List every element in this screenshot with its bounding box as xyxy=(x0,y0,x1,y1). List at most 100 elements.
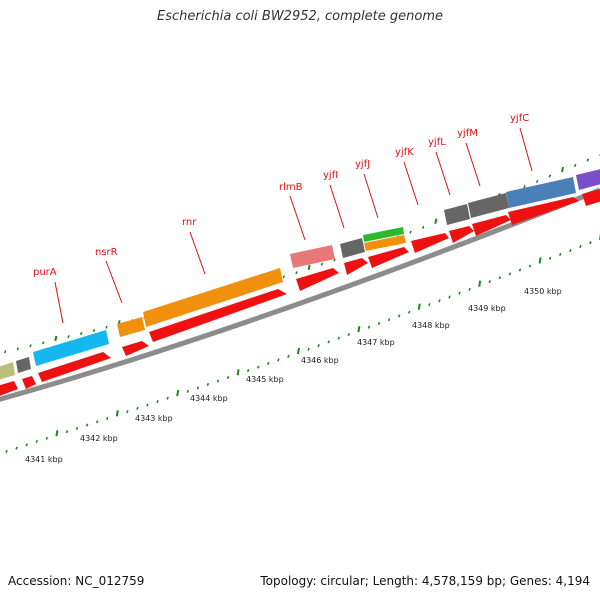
ruler-tick xyxy=(327,340,330,344)
gene-label[interactable]: yjfM xyxy=(457,128,478,139)
ruler-tick xyxy=(397,314,401,318)
ruler-tick xyxy=(428,303,431,307)
ruler-tick xyxy=(287,354,290,358)
gene-label[interactable]: purA xyxy=(33,267,57,278)
gene-label[interactable]: yjfJ xyxy=(355,159,370,170)
ruler-tick xyxy=(518,268,522,272)
cds-arrow-yjfK[interactable] xyxy=(411,233,449,253)
feature-box-gray[interactable] xyxy=(16,357,31,373)
gene-leader-line xyxy=(289,195,306,241)
gene-label[interactable]: rlmB xyxy=(279,182,303,193)
cds-arrow-1[interactable] xyxy=(0,381,18,398)
feature-box-nsrR[interactable] xyxy=(117,317,145,337)
feature-box-yjfI[interactable] xyxy=(340,238,365,258)
ruler-tick xyxy=(387,318,391,322)
kbp-labels: 4341 kbp 4342 kbp 4343 kbp 4344 kbp 4345 kbp… xyxy=(25,287,562,464)
cds-arrow-yjfI[interactable] xyxy=(344,258,368,275)
ruler-tick xyxy=(246,368,250,373)
feature-box-violet[interactable] xyxy=(576,168,600,190)
outer-tick xyxy=(92,328,96,332)
ruler-tick xyxy=(55,430,59,437)
gene-label[interactable]: yjfK xyxy=(395,147,414,158)
map-title: Escherichia coli BW2952, complete genome xyxy=(157,9,443,24)
cds-arrow-2[interactable] xyxy=(22,376,36,389)
gene-leader-line xyxy=(519,127,533,172)
ruler-tick xyxy=(126,410,129,414)
ruler-tick xyxy=(508,272,512,276)
cds-arrow-end[interactable] xyxy=(582,188,600,206)
gene-label[interactable]: rnr xyxy=(182,217,197,228)
feature-box-purA[interactable] xyxy=(33,330,109,366)
outer-tick xyxy=(105,325,108,329)
ruler-tick xyxy=(115,410,119,417)
outer-tick xyxy=(282,275,286,279)
cds-arrow-yjfL[interactable] xyxy=(449,226,474,243)
ruler-tick xyxy=(176,389,180,397)
feature-box-yjfJ-green[interactable] xyxy=(363,227,404,242)
outer-tick xyxy=(41,341,45,345)
ruler-tick xyxy=(206,382,210,387)
ruler-tick xyxy=(65,430,69,434)
ruler-tick xyxy=(468,287,471,291)
ruler-tick xyxy=(498,276,502,280)
cds-track xyxy=(0,188,600,398)
outer-tick xyxy=(561,166,564,173)
outer-tick xyxy=(573,163,577,167)
accession-text: Accession: NC_012759 xyxy=(8,574,145,588)
ruler-tick xyxy=(538,257,542,264)
ruler-tick xyxy=(25,443,28,447)
ruler-tick xyxy=(317,343,320,348)
gene-label[interactable]: nsrR xyxy=(95,247,118,258)
outer-tick xyxy=(79,331,83,336)
ruler-tick xyxy=(216,379,220,383)
ruler-tick xyxy=(307,347,310,351)
outer-tick xyxy=(295,271,298,275)
gene-labels: purA nsrR rnr rlmB yjfI yjfJ yjfK yjfL yjfM yjfC xyxy=(33,113,529,278)
kbp-label: 4348 kbp xyxy=(412,321,450,330)
feature-box-yjfL[interactable] xyxy=(444,204,470,225)
ruler-tick xyxy=(236,369,240,376)
gene-leader-line xyxy=(329,184,345,229)
gene-leader-line xyxy=(189,231,206,275)
kbp-label: 4344 kbp xyxy=(190,394,228,403)
ruler-tick xyxy=(367,325,371,329)
cds-arrow-rlmB[interactable] xyxy=(296,268,339,291)
ruler-tick xyxy=(569,248,572,253)
kbp-label: 4346 kbp xyxy=(301,356,339,365)
kbp-label: 4345 kbp xyxy=(246,375,284,384)
ruler-tick xyxy=(377,321,381,325)
kbp-label: 4350 kbp xyxy=(524,287,562,296)
ruler-tick xyxy=(45,436,49,440)
kbp-ruler xyxy=(5,233,600,454)
outer-tick xyxy=(67,335,70,339)
cds-arrow-yjfC[interactable] xyxy=(508,197,579,225)
ruler-tick xyxy=(579,245,582,249)
feature-box-yjfM[interactable] xyxy=(468,193,509,218)
outer-tick xyxy=(29,344,32,348)
feature-box-rnr[interactable] xyxy=(143,268,283,327)
cds-arrow-yjfM[interactable] xyxy=(472,215,511,236)
feature-box-yjfC[interactable] xyxy=(506,177,576,208)
ruler-tick xyxy=(85,423,89,427)
ruler-tick xyxy=(146,403,149,407)
gene-label[interactable]: yjfC xyxy=(510,113,529,124)
ruler-tick xyxy=(136,406,139,410)
gene-label[interactable]: yjfI xyxy=(323,170,338,181)
cds-arrow-nsrR[interactable] xyxy=(122,341,149,356)
ruler-tick xyxy=(357,325,361,333)
ruler-tick xyxy=(15,446,18,450)
ruler-tick xyxy=(417,303,421,310)
ruler-tick xyxy=(35,440,39,444)
ruler-tick xyxy=(186,389,190,393)
feature-box-yjfJ-orange[interactable] xyxy=(364,235,406,251)
gene-leader-line xyxy=(105,260,123,304)
gene-label[interactable]: yjfL xyxy=(428,137,446,148)
cds-arrow-purA[interactable] xyxy=(38,352,111,382)
cds-arrow-yjfJ[interactable] xyxy=(368,247,409,268)
cds-arrow-rnr[interactable] xyxy=(149,289,287,342)
feature-box-olive[interactable] xyxy=(0,362,15,381)
feature-box-rlmB[interactable] xyxy=(290,245,335,268)
gene-leader-line xyxy=(435,151,451,196)
